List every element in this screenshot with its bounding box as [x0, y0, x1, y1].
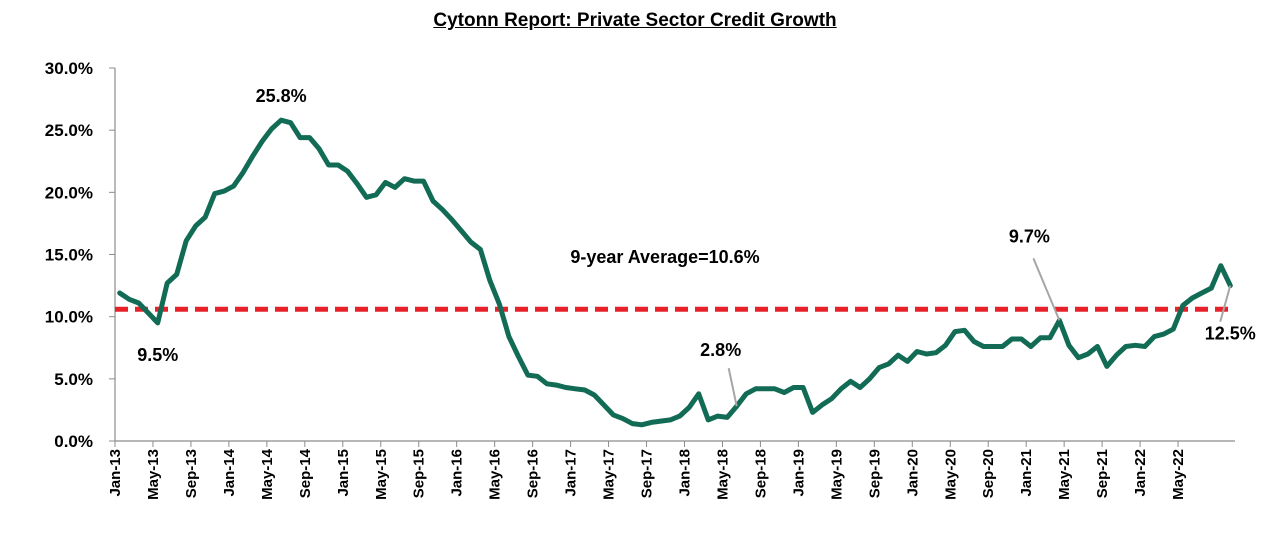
data-label: 12.5% — [1205, 324, 1256, 344]
x-tick-label: Sep-18 — [752, 449, 769, 498]
x-tick-label: Jan-16 — [449, 449, 466, 497]
x-tick-label: May-16 — [487, 449, 504, 500]
x-tick-label: May-13 — [145, 449, 162, 500]
x-tick-label: Jan-19 — [790, 449, 807, 497]
annotation-leader — [1032, 258, 1061, 321]
y-tick-label: 30.0% — [45, 59, 93, 78]
x-tick-label: May-18 — [714, 449, 731, 500]
y-tick-label: 10.0% — [45, 308, 93, 327]
y-tick-label: 0.0% — [54, 432, 93, 451]
x-tick-label: Jan-18 — [676, 449, 693, 497]
x-tick-label: Sep-19 — [866, 449, 883, 498]
x-tick-label: Jan-20 — [904, 449, 921, 497]
data-label: 9.5% — [137, 345, 178, 365]
series-line — [117, 117, 1233, 428]
x-tick-label: May-20 — [942, 449, 959, 500]
annotation-leader — [727, 367, 738, 407]
x-tick-label: Jan-13 — [107, 449, 124, 497]
x-tick-label: May-15 — [373, 449, 390, 500]
annotation-layer: 25.8% 9.5% 2.8% 9.7% 12.5% — [137, 86, 1256, 407]
x-tick-label: Sep-14 — [297, 448, 314, 498]
x-tick-label: May-17 — [601, 449, 618, 500]
x-tick-label: May-14 — [259, 448, 276, 500]
annotation-leader — [1219, 285, 1232, 322]
x-tick-label: Jan-15 — [335, 449, 352, 497]
series-layer — [117, 117, 1233, 428]
x-tick-label: Sep-17 — [639, 449, 656, 498]
y-tick-label: 5.0% — [54, 370, 93, 389]
x-tick-label: May-22 — [1170, 449, 1187, 500]
x-tick-label: May-21 — [1056, 449, 1073, 500]
x-tick-label: Sep-16 — [525, 449, 542, 498]
chart-title: Cytonn Report: Private Sector Credit Gro… — [433, 10, 837, 31]
x-tick-label: Jan-14 — [221, 448, 238, 496]
x-tick-label: Sep-13 — [183, 449, 200, 498]
data-label: 9.7% — [1009, 226, 1050, 246]
x-tick-label: Jan-17 — [563, 449, 580, 497]
x-tick-label: Sep-15 — [411, 449, 428, 498]
x-tick-label: Sep-20 — [980, 449, 997, 498]
y-tick-label: 15.0% — [45, 246, 93, 265]
x-tick-label: May-19 — [828, 449, 845, 500]
chart-axes: 0.0% 5.0% 10.0% 15.0% 20.0% 25.0% 30.0% Jan-13 M… — [45, 59, 1235, 500]
average-label: 9-year Average=10.6% — [570, 247, 759, 267]
y-tick-label: 25.0% — [45, 121, 93, 140]
data-label: 25.8% — [256, 86, 307, 106]
x-tick-label: Sep-21 — [1094, 449, 1111, 498]
x-tick-label: Jan-21 — [1018, 449, 1035, 497]
x-tick-label: Jan-22 — [1132, 449, 1149, 497]
data-label: 2.8% — [700, 340, 741, 360]
average-line-layer: 9-year Average=10.6% — [115, 247, 1235, 312]
y-tick-label: 20.0% — [45, 183, 93, 202]
